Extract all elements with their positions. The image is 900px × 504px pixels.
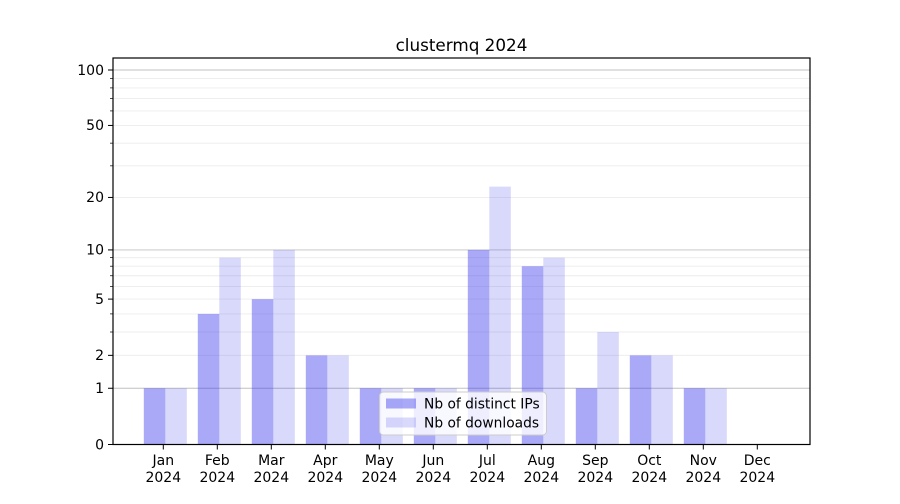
x-tick-label-month: Feb <box>205 453 230 469</box>
y-tick-label: 2 <box>95 348 104 364</box>
legend-label-distinct-ips: Nb of distinct IPs <box>424 397 540 413</box>
y-tick-label: 1 <box>95 381 104 397</box>
x-tick-label-month: Jun <box>421 453 444 469</box>
bar <box>219 257 241 445</box>
x-tick-label-year: 2024 <box>523 470 559 486</box>
bar <box>543 257 565 445</box>
bar <box>305 355 328 445</box>
bar <box>197 313 220 445</box>
y-tick-label: 50 <box>86 118 104 134</box>
x-tick-label-year: 2024 <box>253 470 289 486</box>
x-tick-label-year: 2024 <box>145 470 181 486</box>
legend-swatch-distinct-ips <box>386 398 416 409</box>
x-tick-label-year: 2024 <box>307 470 343 486</box>
bar <box>575 388 598 445</box>
x-axis: Jan2024Feb2024Mar2024Apr2024May2024Jun20… <box>145 444 775 486</box>
y-tick-label: 0 <box>95 437 104 453</box>
x-tick-label-year: 2024 <box>199 470 235 486</box>
legend: Nb of distinct IPs Nb of downloads <box>379 391 547 436</box>
x-tick-label-month: Sep <box>582 453 609 469</box>
bar <box>327 355 349 445</box>
bar <box>273 249 295 445</box>
bar <box>705 388 727 445</box>
x-tick-label-month: Mar <box>258 453 285 469</box>
chart-title: clustermq 2024 <box>396 35 528 55</box>
x-tick-label-year: 2024 <box>631 470 667 486</box>
bar <box>489 186 511 445</box>
x-tick-label-month: Jan <box>152 453 175 469</box>
x-tick-label-month: Nov <box>690 453 717 469</box>
bar <box>683 388 706 445</box>
x-tick-label-year: 2024 <box>685 470 721 486</box>
x-tick-label-month: Apr <box>313 453 337 469</box>
plot-border <box>112 57 811 446</box>
y-axis: 0 1 2 5 10 20 50 100 <box>77 63 113 453</box>
x-tick-label-month: Aug <box>528 453 555 469</box>
bar <box>597 332 619 445</box>
x-tick-label-month: Jul <box>478 453 496 469</box>
x-tick-label-year: 2024 <box>577 470 613 486</box>
bar <box>359 388 382 445</box>
bar <box>165 388 187 445</box>
legend-swatch-downloads <box>386 417 416 428</box>
minor-gridlines <box>113 78 810 356</box>
bar <box>651 355 673 445</box>
bar <box>251 299 274 445</box>
bar <box>143 388 166 445</box>
x-tick-label-year: 2024 <box>739 470 775 486</box>
x-tick-label-month: May <box>365 453 394 469</box>
x-tick-label-month: Dec <box>744 453 771 469</box>
bar <box>629 355 652 445</box>
legend-label-downloads: Nb of downloads <box>424 416 539 432</box>
legend-box <box>379 391 547 436</box>
y-tick-label: 5 <box>95 292 104 308</box>
x-tick-label-month: Oct <box>637 453 662 469</box>
x-tick-label-year: 2024 <box>469 470 505 486</box>
y-tick-label: 100 <box>77 63 104 79</box>
y-tick-label: 20 <box>86 190 104 206</box>
x-tick-label-year: 2024 <box>361 470 397 486</box>
major-gridlines <box>113 69 810 389</box>
y-tick-label: 10 <box>86 243 104 259</box>
x-tick-label-year: 2024 <box>415 470 451 486</box>
